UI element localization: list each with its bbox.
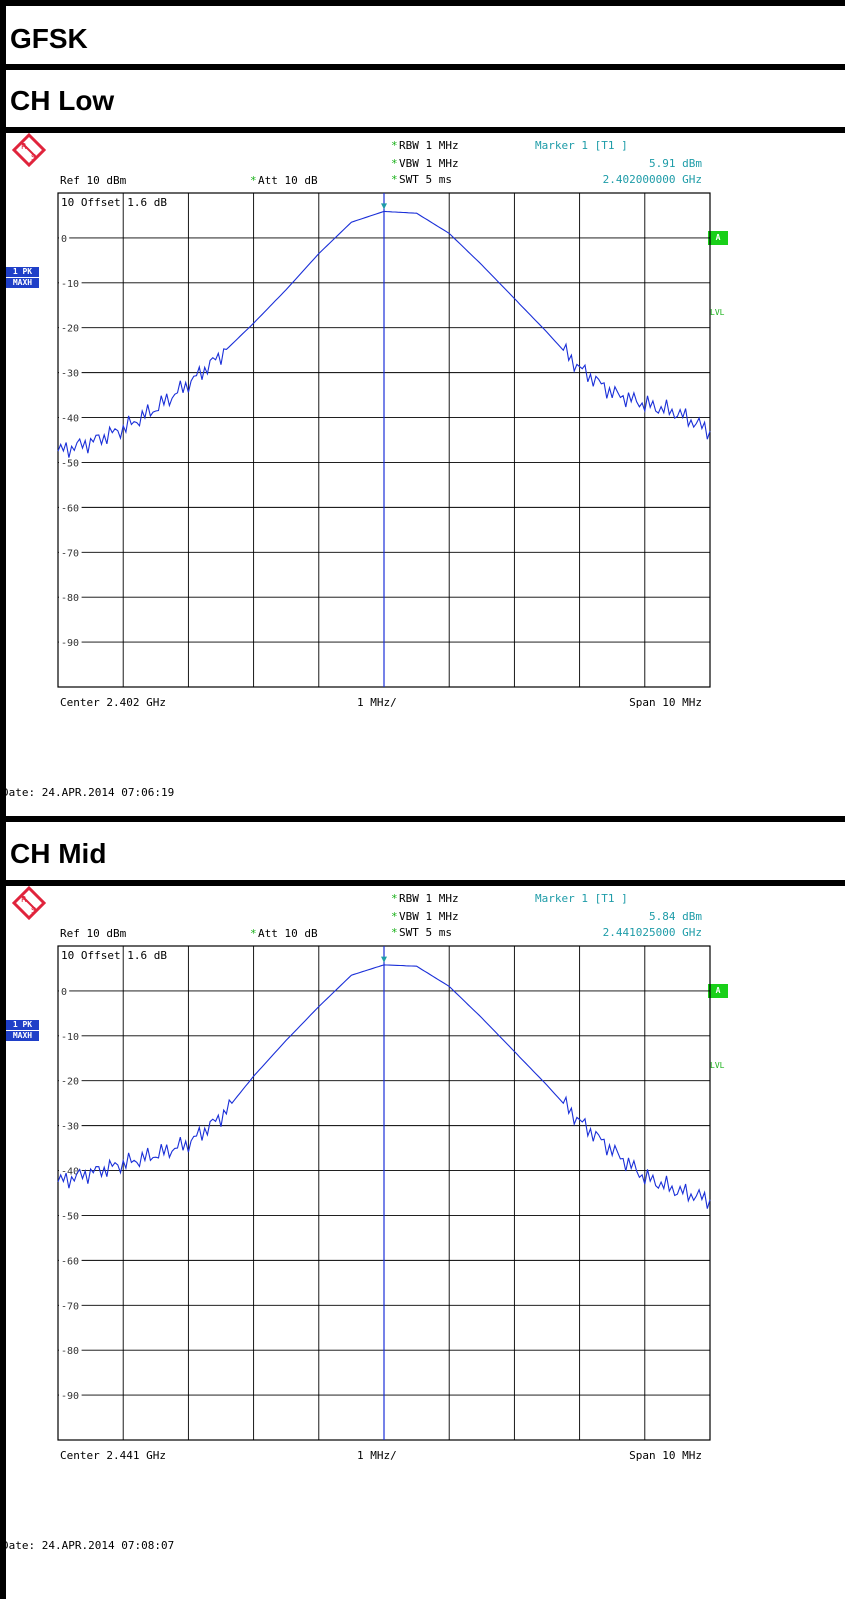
asterisk-icon: * bbox=[391, 173, 398, 186]
asterisk-icon: * bbox=[250, 174, 257, 187]
y-tick-label: -10 bbox=[61, 1032, 79, 1043]
span-label: Span 10 MHz bbox=[629, 696, 702, 709]
marker-label: Marker 1 [T1 ] bbox=[535, 139, 628, 152]
y-tick-label: 0 bbox=[61, 234, 67, 245]
y-tick-label: -90 bbox=[61, 1391, 79, 1402]
asterisk-icon: * bbox=[250, 927, 257, 940]
marker-label: Marker 1 [T1 ] bbox=[535, 892, 628, 905]
detector-mode-badge: MAXH bbox=[6, 1031, 39, 1041]
y-tick-label: -70 bbox=[61, 1301, 79, 1312]
division-label: 1 MHz/ bbox=[357, 1449, 397, 1462]
timestamp: Date: 24.APR.2014 07:06:19 bbox=[2, 786, 175, 799]
y-tick-label: -50 bbox=[61, 458, 79, 469]
rohde-schwarz-logo: R S bbox=[12, 886, 46, 920]
y-tick-label: -60 bbox=[61, 1256, 79, 1267]
asterisk-icon: * bbox=[391, 926, 398, 939]
lvl-indicator: LVL bbox=[710, 308, 725, 317]
vbw-label: VBW 1 MHz bbox=[399, 157, 459, 170]
y-tick-label: -40 bbox=[61, 414, 79, 425]
timestamp: Date: 24.APR.2014 07:08:07 bbox=[2, 1539, 175, 1552]
attenuation-label: Att 10 dB bbox=[258, 927, 318, 940]
divider bbox=[6, 816, 845, 822]
y-tick-label: -20 bbox=[61, 324, 79, 335]
span-label: Span 10 MHz bbox=[629, 1449, 702, 1462]
y-tick-label: -30 bbox=[61, 369, 79, 380]
spectrum-panel-mid: R S * RBW 1 MHz * VBW 1 MHz * SWT 5 ms R… bbox=[2, 886, 845, 1569]
rbw-label: RBW 1 MHz bbox=[399, 892, 459, 905]
page-title: GFSK bbox=[10, 23, 88, 54]
svg-text:R: R bbox=[21, 895, 27, 904]
spectrum-panel-low: R S * RBW 1 MHz * VBW 1 MHz * SWT 5 ms R… bbox=[2, 133, 845, 816]
trace-a-badge: A bbox=[708, 984, 728, 998]
swt-label: SWT 5 ms bbox=[399, 926, 452, 939]
divider bbox=[6, 64, 845, 70]
asterisk-icon: * bbox=[391, 910, 398, 923]
trace-mode-badge: 1 PK bbox=[6, 267, 39, 277]
panel-heading-mid: CH Mid bbox=[10, 838, 107, 869]
divider bbox=[6, 880, 845, 886]
y-tick-label: -70 bbox=[61, 548, 79, 559]
asterisk-icon: * bbox=[391, 139, 398, 152]
spectrum-plot: 0 -10 -20 -30 -40 -50 -60 -70 -80 -90 10 Offset 1.… bbox=[57, 945, 711, 1441]
marker-level: 5.84 dBm bbox=[649, 910, 702, 923]
marker-level: 5.91 dBm bbox=[649, 157, 702, 170]
marker-frequency: 2.441025000 GHz bbox=[602, 926, 702, 939]
panel-heading-low: CH Low bbox=[10, 85, 115, 116]
attenuation-label: Att 10 dB bbox=[258, 174, 318, 187]
offset-label: 10 Offset 1.6 dB bbox=[61, 196, 167, 209]
lvl-indicator: LVL bbox=[710, 1061, 725, 1070]
ref-level-label: Ref 10 dBm bbox=[60, 174, 127, 187]
swt-label: SWT 5 ms bbox=[399, 173, 452, 186]
svg-text:S: S bbox=[31, 906, 36, 915]
offset-label: 10 Offset 1.6 dB bbox=[61, 949, 167, 962]
y-tick-label: 0 bbox=[61, 987, 67, 998]
marker-icon bbox=[381, 956, 387, 963]
svg-text:S: S bbox=[31, 153, 36, 162]
y-tick-label: -40 bbox=[61, 1167, 79, 1178]
y-tick-label: -80 bbox=[61, 1346, 79, 1357]
trace-a-badge: A bbox=[708, 231, 728, 245]
marker-icon bbox=[381, 203, 387, 210]
center-frequency-label: Center 2.441 GHz bbox=[60, 1449, 166, 1462]
asterisk-icon: * bbox=[391, 157, 398, 170]
trace-mode-badge: 1 PK bbox=[6, 1020, 39, 1030]
y-tick-label: -80 bbox=[61, 593, 79, 604]
detector-mode-badge: MAXH bbox=[6, 278, 39, 288]
center-frequency-label: Center 2.402 GHz bbox=[60, 696, 166, 709]
y-tick-label: -20 bbox=[61, 1077, 79, 1088]
divider bbox=[6, 127, 845, 133]
asterisk-icon: * bbox=[391, 892, 398, 905]
svg-text:R: R bbox=[21, 142, 27, 151]
rbw-label: RBW 1 MHz bbox=[399, 139, 459, 152]
marker-frequency: 2.402000000 GHz bbox=[602, 173, 702, 186]
vbw-label: VBW 1 MHz bbox=[399, 910, 459, 923]
y-tick-label: -30 bbox=[61, 1122, 79, 1133]
y-tick-label: -10 bbox=[61, 279, 79, 290]
rohde-schwarz-logo: R S bbox=[12, 133, 46, 167]
spectrum-plot: 0 -10 -20 -30 -40 -50 -60 -70 -80 -90 10 Offset 1.… bbox=[57, 192, 711, 688]
division-label: 1 MHz/ bbox=[357, 696, 397, 709]
ref-level-label: Ref 10 dBm bbox=[60, 927, 127, 940]
y-tick-label: -50 bbox=[61, 1211, 79, 1222]
y-tick-label: -60 bbox=[61, 503, 79, 514]
y-tick-label: -90 bbox=[61, 638, 79, 649]
